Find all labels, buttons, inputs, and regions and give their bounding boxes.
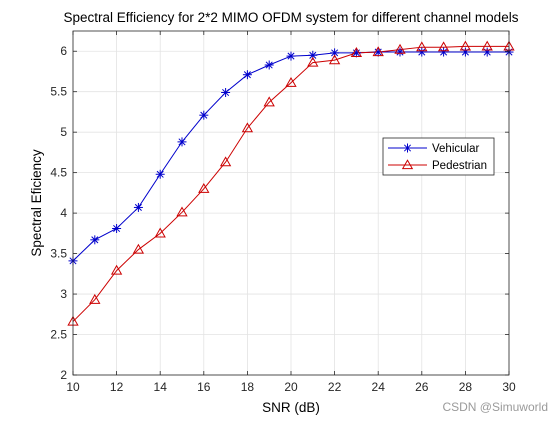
data-point-pedestrian (307, 56, 319, 67)
legend-marker-pedestrian (401, 159, 414, 170)
data-point-vehicular (264, 60, 274, 70)
legend-marker-symbol-pedestrian (401, 159, 414, 170)
data-point-vehicular (155, 169, 165, 179)
y-tick-label: 3.5 (50, 247, 67, 261)
data-point-vehicular (199, 110, 209, 120)
watermark: CSDN @Simuworld (442, 400, 548, 414)
data-point-vehicular (439, 47, 449, 57)
x-tick-label: 14 (154, 380, 168, 394)
legend: Vehicular Pedestrian (382, 137, 495, 176)
data-point-pedestrian (263, 96, 275, 107)
data-point-pedestrian (198, 183, 210, 193)
data-point-vehicular (417, 47, 427, 57)
data-point-pedestrian (241, 122, 254, 133)
data-point-vehicular (177, 137, 187, 147)
x-tick-label: 30 (502, 380, 516, 394)
data-point-vehicular (242, 70, 252, 80)
y-tick-label: 6 (60, 44, 67, 58)
data-point-pedestrian (416, 41, 428, 52)
y-tick-label: 5 (60, 125, 67, 139)
axis-ticks: 10 12 14 16 18 20 22 24 26 28 30 2 2.5 3 3.5 4 4.5 5 5.5 6 (50, 31, 516, 394)
data-point-pedestrian (285, 76, 297, 87)
data-point-pedestrian (437, 41, 450, 52)
data-point-vehicular (460, 47, 470, 57)
x-axis-label: SNR (dB) (262, 400, 320, 415)
x-tick-label: 24 (372, 380, 386, 394)
data-point-pedestrian (176, 206, 188, 217)
y-tick-label: 3 (60, 287, 67, 301)
data-point-pedestrian (394, 43, 406, 54)
data-point-vehicular (112, 223, 122, 233)
y-tick-label: 4 (60, 206, 67, 220)
data-point-pedestrian (372, 46, 384, 57)
data-point-vehicular (482, 47, 492, 57)
y-tick-label: 5.5 (50, 85, 67, 99)
data-point-pedestrian (154, 227, 166, 238)
data-point-vehicular (395, 47, 405, 57)
data-point-pedestrian (350, 47, 363, 57)
data-point-vehicular (90, 235, 100, 245)
data-point-pedestrian (132, 243, 145, 254)
data-point-vehicular (308, 50, 318, 60)
legend-marker-symbol-vehicular (403, 143, 412, 153)
x-tick-label: 18 (241, 380, 255, 394)
legend-label-pedestrian: Pedestrian (432, 160, 487, 172)
y-axis-label: Spectral Eficiency (29, 149, 44, 257)
data-point-pedestrian (328, 54, 341, 65)
data-point-pedestrian (459, 40, 472, 51)
x-tick-label: 16 (197, 380, 211, 394)
legend-box (382, 137, 495, 176)
y-tick-label: 2.5 (50, 328, 67, 342)
series-markers (67, 40, 515, 326)
x-tick-label: 20 (284, 380, 298, 394)
x-tick-label: 22 (328, 380, 342, 394)
legend-marker-vehicular (403, 143, 412, 153)
chart-title: Spectral Efficiency for 2*2 MIMO OFDM sy… (64, 10, 519, 25)
data-point-pedestrian (219, 156, 232, 167)
x-tick-label: 10 (66, 380, 80, 394)
series-line-pedestrian (72, 45, 509, 322)
data-point-pedestrian (110, 264, 123, 275)
data-point-vehicular (221, 88, 231, 98)
legend-label-vehicular: Vehicular (432, 143, 479, 155)
y-tick-label: 2 (60, 368, 67, 382)
data-point-vehicular (133, 202, 143, 212)
data-point-pedestrian (481, 40, 493, 51)
x-tick-label: 12 (110, 380, 124, 394)
x-tick-label: 28 (459, 380, 473, 394)
y-tick-label: 4.5 (50, 166, 67, 180)
data-point-vehicular (286, 51, 296, 61)
x-tick-label: 26 (415, 380, 429, 394)
data-point-pedestrian (89, 293, 101, 304)
